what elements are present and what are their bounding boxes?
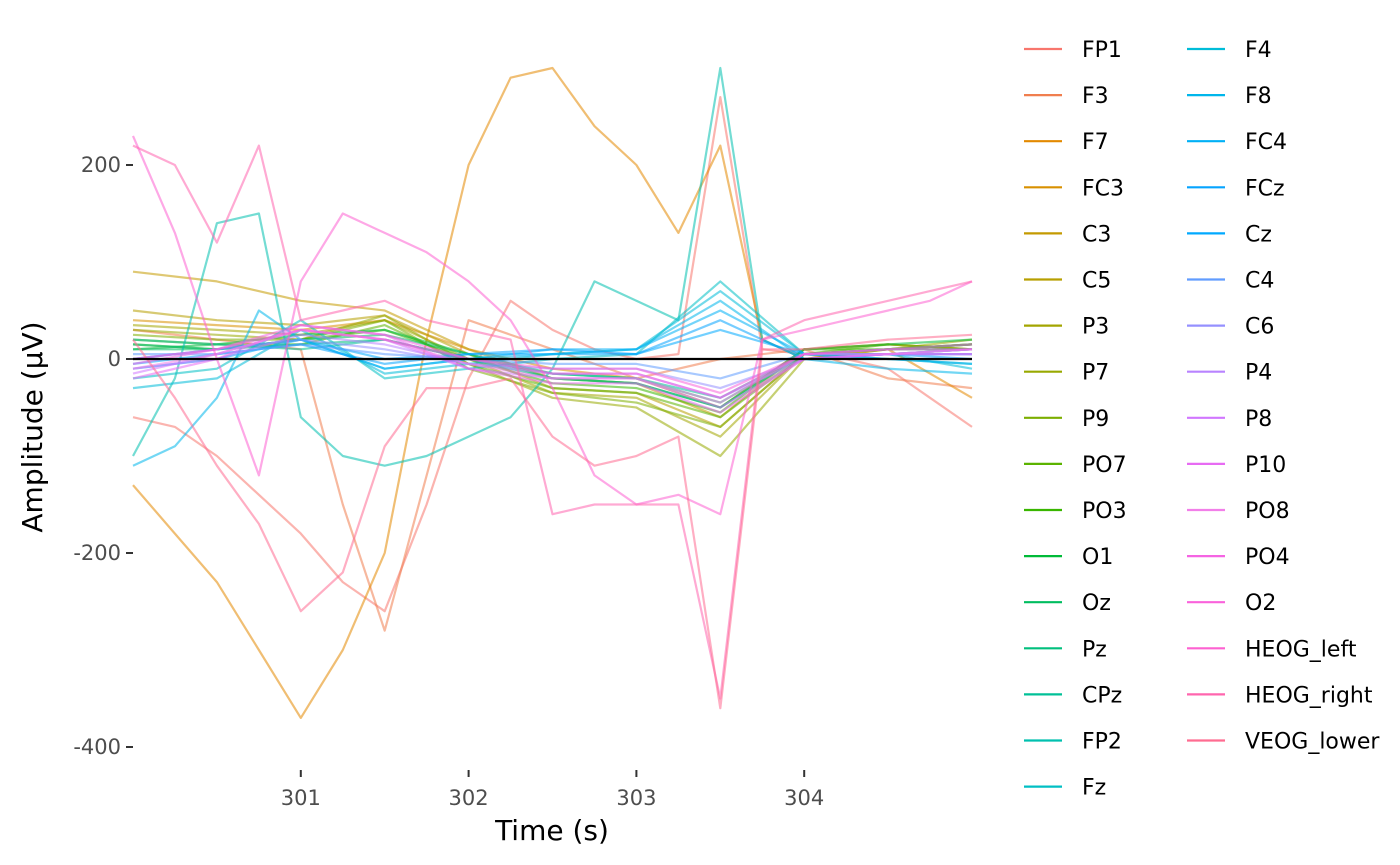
legend-item-f7: F7 [1024, 130, 1109, 155]
legend-item-fcz: FCz [1187, 176, 1285, 201]
legend-label: P4 [1245, 361, 1272, 386]
legend-label: C4 [1245, 269, 1274, 294]
legend-item-fc3: FC3 [1024, 176, 1124, 201]
y-tick-label: -200 [73, 541, 121, 565]
legend-label: Fz [1082, 776, 1106, 801]
legend-item-fz: Fz [1024, 776, 1106, 801]
legend-label: Oz [1082, 591, 1111, 616]
legend-item-p4: P4 [1187, 361, 1272, 386]
legend-item-f3: F3 [1024, 84, 1109, 109]
legend-label: HEOG_right [1245, 683, 1373, 708]
legend-item-p9: P9 [1024, 407, 1109, 432]
y-tick-label: -400 [73, 735, 121, 759]
y-axis: -400 -200 0 200 [73, 153, 133, 759]
legend-label: CPz [1082, 683, 1122, 708]
legend-item-o1: O1 [1024, 545, 1113, 570]
x-axis-title: Time (s) [494, 814, 609, 847]
series-line-o2 [132, 328, 973, 394]
series-line-heog-right [132, 144, 973, 700]
legend-label: P8 [1245, 407, 1272, 432]
legend: FP1 F3 F7 FC3 C3 C5 P3 P7 P9 PO7 PO3 O1 Oz Pz CPz FP2 Fz… [1024, 38, 1380, 801]
x-tick-label: 302 [449, 786, 489, 810]
legend-label: P10 [1245, 453, 1286, 478]
series-line-po8 [132, 328, 973, 404]
legend-item-fc4: FC4 [1187, 130, 1287, 155]
x-tick-label: 303 [616, 786, 656, 810]
legend-label: VEOG_lower [1245, 730, 1380, 755]
legend-label: FC3 [1082, 176, 1124, 201]
legend-label: PO7 [1082, 453, 1127, 478]
legend-item-p10: P10 [1187, 453, 1286, 478]
legend-label: Pz [1082, 637, 1107, 662]
legend-item-po8: PO8 [1187, 499, 1290, 524]
legend-label: FC4 [1245, 130, 1287, 155]
legend-label: P7 [1082, 361, 1109, 386]
legend-item-cpz: CPz [1024, 683, 1122, 708]
legend-label: Cz [1245, 222, 1272, 247]
series-line-fp2 [132, 66, 973, 467]
legend-item-f8: F8 [1187, 84, 1272, 109]
series-line-veog-lower [132, 333, 973, 710]
legend-item-c6: C6 [1187, 315, 1274, 340]
legend-item-c3: C3 [1024, 222, 1111, 247]
x-axis: 301 302 303 304 [281, 770, 824, 810]
x-tick-label: 304 [784, 786, 824, 810]
legend-item-po3: PO3 [1024, 499, 1127, 524]
legend-item-p3: P3 [1024, 315, 1109, 340]
legend-item-c4: C4 [1187, 269, 1274, 294]
series-line-heog-left [131, 135, 973, 516]
legend-label: O2 [1245, 591, 1276, 616]
legend-item-veog-lower: VEOG_lower [1187, 730, 1380, 755]
legend-label: P3 [1082, 315, 1109, 340]
legend-label: C6 [1245, 315, 1274, 340]
legend-label: HEOG_left [1245, 637, 1357, 662]
legend-label: F4 [1245, 38, 1272, 63]
legend-label: PO4 [1245, 545, 1290, 570]
legend-item-p8: P8 [1187, 407, 1272, 432]
legend-item-po7: PO7 [1024, 453, 1127, 478]
legend-item-po4: PO4 [1187, 545, 1290, 570]
legend-item-cz: Cz [1187, 222, 1272, 247]
legend-label: F3 [1082, 84, 1109, 109]
legend-label: F7 [1082, 130, 1109, 155]
legend-label: FCz [1245, 176, 1285, 201]
legend-label: C3 [1082, 222, 1111, 247]
legend-item-fp1: FP1 [1024, 38, 1122, 63]
legend-item-heog-left: HEOG_left [1187, 637, 1357, 662]
legend-label: FP2 [1082, 730, 1122, 755]
legend-label: PO3 [1082, 499, 1127, 524]
legend-item-oz: Oz [1024, 591, 1111, 616]
plot-area [131, 66, 973, 720]
legend-item-fp2: FP2 [1024, 730, 1122, 755]
legend-label: C5 [1082, 269, 1111, 294]
legend-label: FP1 [1082, 38, 1122, 63]
legend-label: F8 [1245, 84, 1272, 109]
legend-label: O1 [1082, 545, 1113, 570]
x-tick-label: 301 [281, 786, 321, 810]
legend-label: P9 [1082, 407, 1109, 432]
legend-item-p7: P7 [1024, 361, 1109, 386]
legend-label: PO8 [1245, 499, 1290, 524]
legend-item-c5: C5 [1024, 269, 1111, 294]
y-axis-title: Amplitude (μV) [16, 321, 49, 532]
legend-item-o2: O2 [1187, 591, 1276, 616]
legend-item-heog-right: HEOG_right [1187, 683, 1373, 708]
legend-item-pz: Pz [1024, 637, 1107, 662]
legend-item-f4: F4 [1187, 38, 1272, 63]
y-tick-label: 200 [81, 153, 121, 177]
y-tick-label: 0 [108, 347, 121, 371]
